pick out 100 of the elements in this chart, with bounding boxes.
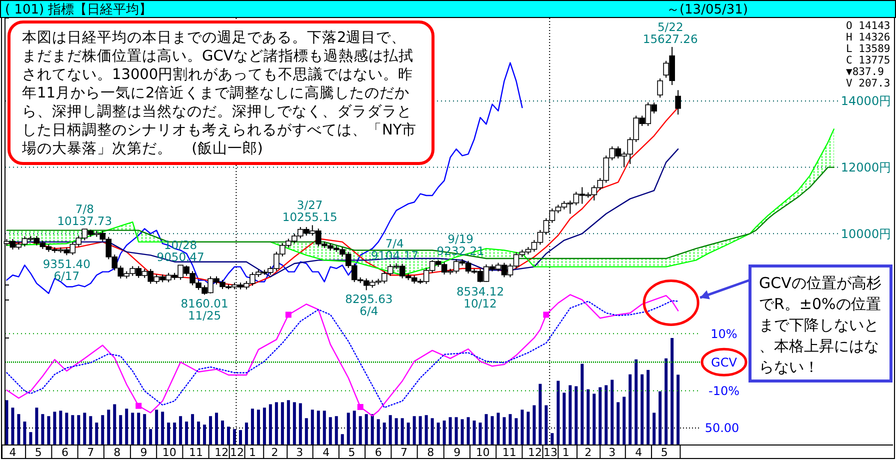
bar [424,415,428,445]
bar [304,418,308,445]
bar [496,412,500,445]
bar [328,417,332,445]
bar [436,422,440,445]
bar [514,418,518,445]
chart-title: ( 101) 指標【日経平均】 [5,2,152,18]
point [543,312,550,318]
bar [394,418,398,445]
bar [448,417,452,445]
x-tick-label: 8 [427,446,434,459]
bar [340,434,344,445]
bar [209,416,212,445]
bar [215,412,218,445]
x-tick-label: 12 [214,446,229,459]
bar [274,402,278,445]
y-tick-label: 10000円 [840,226,892,241]
bar [107,410,110,445]
bar [262,408,266,445]
bar [119,415,122,445]
bar [47,416,50,445]
bar [466,417,470,445]
bar [574,386,578,445]
bar [191,414,194,445]
annotation: GCVの位置が高杉でR。±0%の位置まで下降しないと、本格上昇にはならない！ [759,274,882,376]
bar [83,412,86,445]
bar [652,412,656,445]
bar [310,410,314,445]
x-tick-label: 5 [660,446,668,459]
x-tick-label: 10 [476,446,490,459]
bar [77,415,80,445]
y-tick-label: GCV [711,355,738,370]
bar [227,426,230,445]
bar [616,402,620,445]
bar [179,416,182,445]
point [136,402,142,409]
bar [131,412,134,445]
bar [358,416,362,445]
bar [628,374,632,445]
bar [101,415,104,445]
point [357,404,364,410]
bar [203,424,206,445]
bar [95,422,98,445]
bar [592,394,596,445]
bar [520,410,524,445]
bar [502,417,506,445]
bar [352,410,356,445]
bar [658,391,662,445]
bar [23,422,26,445]
bar [244,422,248,445]
annotation: 9351.40 6/17 [42,257,90,284]
bar [71,415,74,445]
x-tick-label: 1 [562,446,570,459]
bar [490,416,494,445]
annotation: 本図は日経平均の本日までの週足である。下落2週目で、まだまだ株価位置は高い。GCVなど諸指標も過熱感は払拭されてない。13000円割れがあっても不思議ではない。昨年11月から一気に2倍近くまで調整なしに高騰したのだから、深押し調整は当然なのだ。深押しでなく、ダラダラとした日柄調整のシナリオも考えられるがすべては、「NY市場の大暴落」次第だ。 (飯山一郎) [21,29,417,157]
x-tick-label: 1 [248,446,256,459]
bar [298,403,302,445]
bar [400,418,404,445]
y-tick-label: -10% [708,384,740,398]
x-tick-label: 8 [114,446,121,459]
bar [478,422,482,445]
x-tick-label: 9 [454,446,461,459]
bar [232,429,236,445]
bar [562,392,566,445]
bar [137,412,140,445]
bar [155,410,158,445]
bar [640,374,644,445]
bar [197,422,200,445]
x-tick-label: 4 [9,446,16,459]
x-tick-label: 2 [271,446,278,459]
bar [406,422,410,445]
x-tick-label: 12 [230,446,244,459]
x-tick-label: 5 [348,446,356,459]
bar [526,412,530,445]
bar [376,419,380,445]
bar [544,405,548,445]
bar [454,417,458,445]
x-tick-label: 4 [322,446,330,459]
bar [538,384,542,445]
bar [292,402,296,445]
bar [580,364,584,445]
bar [238,430,242,445]
bar [221,420,224,445]
bar [670,338,674,445]
x-tick-label: 11 [188,446,203,459]
annotation: 5/22 15627.26 [642,20,698,46]
x-tick-label: 12 [528,446,542,459]
bar [334,416,338,445]
bar [412,416,416,445]
x-tick-label: 7 [400,446,408,459]
bar [508,414,512,445]
bar [532,405,536,445]
annotation: 8534.12 10/12 [456,284,504,310]
bar [17,414,20,445]
bar [173,422,176,445]
x-tick-label: 3 [296,446,304,459]
bar [586,389,590,445]
bar [89,416,92,445]
bar [250,408,254,445]
y-tick-label: 50.00 [704,421,740,436]
